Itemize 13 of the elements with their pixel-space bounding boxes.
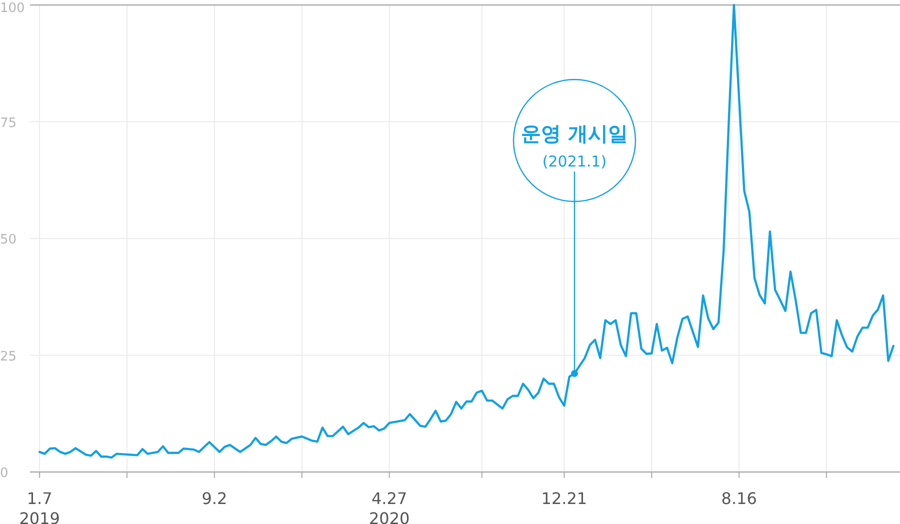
y-tick-label: 50	[0, 232, 17, 248]
x-tick-label: 1.7 2019	[19, 489, 60, 524]
annotation: 운영 개시일 (2021.1)	[521, 121, 628, 170]
x-tick-label: 8.16	[721, 489, 757, 508]
y-tick-label: 0	[0, 466, 8, 481]
x-tick-label: 12.21	[541, 489, 588, 508]
y-tick-label: 75	[0, 116, 17, 131]
line-series	[38, 4, 894, 459]
x-tick-label: 4.27 2020	[368, 489, 410, 524]
x-tick-label: 9.2	[202, 489, 228, 508]
callout: 운영 개시일 (2021.1)	[512, 78, 636, 377]
y-tick-label: 25	[0, 349, 17, 364]
y-tick-label: 100	[0, 1, 25, 16]
